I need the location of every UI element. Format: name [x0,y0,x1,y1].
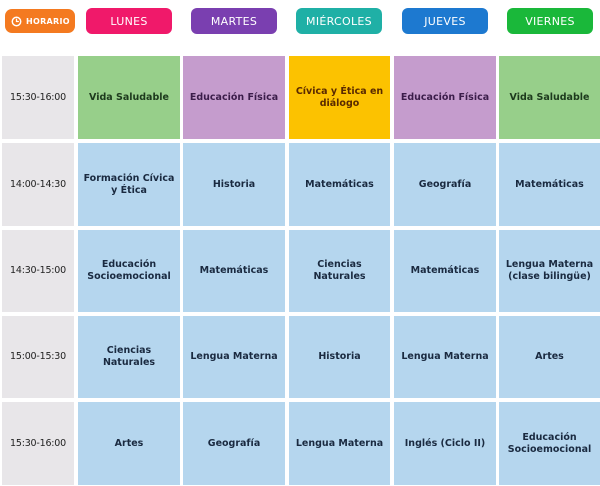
day-header-jueves: JUEVES [402,8,488,34]
subject-cell: Geografía [183,402,285,485]
subject-cell: Geografía [394,143,496,226]
clock-icon [11,16,22,27]
subject-cell: Inglés (Ciclo II) [394,402,496,485]
subject-cell: Lengua Materna [394,316,496,398]
day-header-viernes: VIERNES [507,8,593,34]
subject-cell: Vida Saludable [499,56,600,139]
day-label: LUNES [110,14,148,28]
day-header-miercoles: MIÉRCOLES [296,8,382,34]
time-slot: 14:30-15:00 [2,230,74,312]
subject-cell: Historia [183,143,285,226]
day-label: VIERNES [525,14,575,28]
subject-cell: Educación Socioemocional [499,402,600,485]
subject-cell: Lengua Materna (clase bilingüe) [499,230,600,312]
day-label: MARTES [210,14,258,28]
subject-cell: Matemáticas [394,230,496,312]
subject-cell: Ciencias Naturales [78,316,180,398]
time-slot: 14:00-14:30 [2,143,74,226]
day-header-martes: MARTES [191,8,277,34]
subject-cell: Artes [78,402,180,485]
subject-cell: Formación Cívica y Ética [78,143,180,226]
subject-cell: Cívica y Ética en diálogo [289,56,390,139]
time-slot: 15:00-15:30 [2,316,74,398]
subject-cell: Lengua Materna [289,402,390,485]
day-label: MIÉRCOLES [306,14,372,28]
subject-cell: Matemáticas [289,143,390,226]
subject-cell: Ciencias Naturales [289,230,390,312]
subject-cell: Historia [289,316,390,398]
subject-cell: Matemáticas [183,230,285,312]
subject-cell: Vida Saludable [78,56,180,139]
day-header-lunes: LUNES [86,8,172,34]
subject-cell: Educación Socioemocional [78,230,180,312]
horario-header: HORARIO [5,9,75,33]
subject-cell: Matemáticas [499,143,600,226]
subject-cell: Artes [499,316,600,398]
subject-cell: Educación Física [394,56,496,139]
horario-label: HORARIO [26,16,70,26]
time-slot: 15:30-16:00 [2,402,74,485]
time-slot: 15:30-16:00 [2,56,74,139]
subject-cell: Educación Física [183,56,285,139]
subject-cell: Lengua Materna [183,316,285,398]
day-label: JUEVES [424,14,466,28]
